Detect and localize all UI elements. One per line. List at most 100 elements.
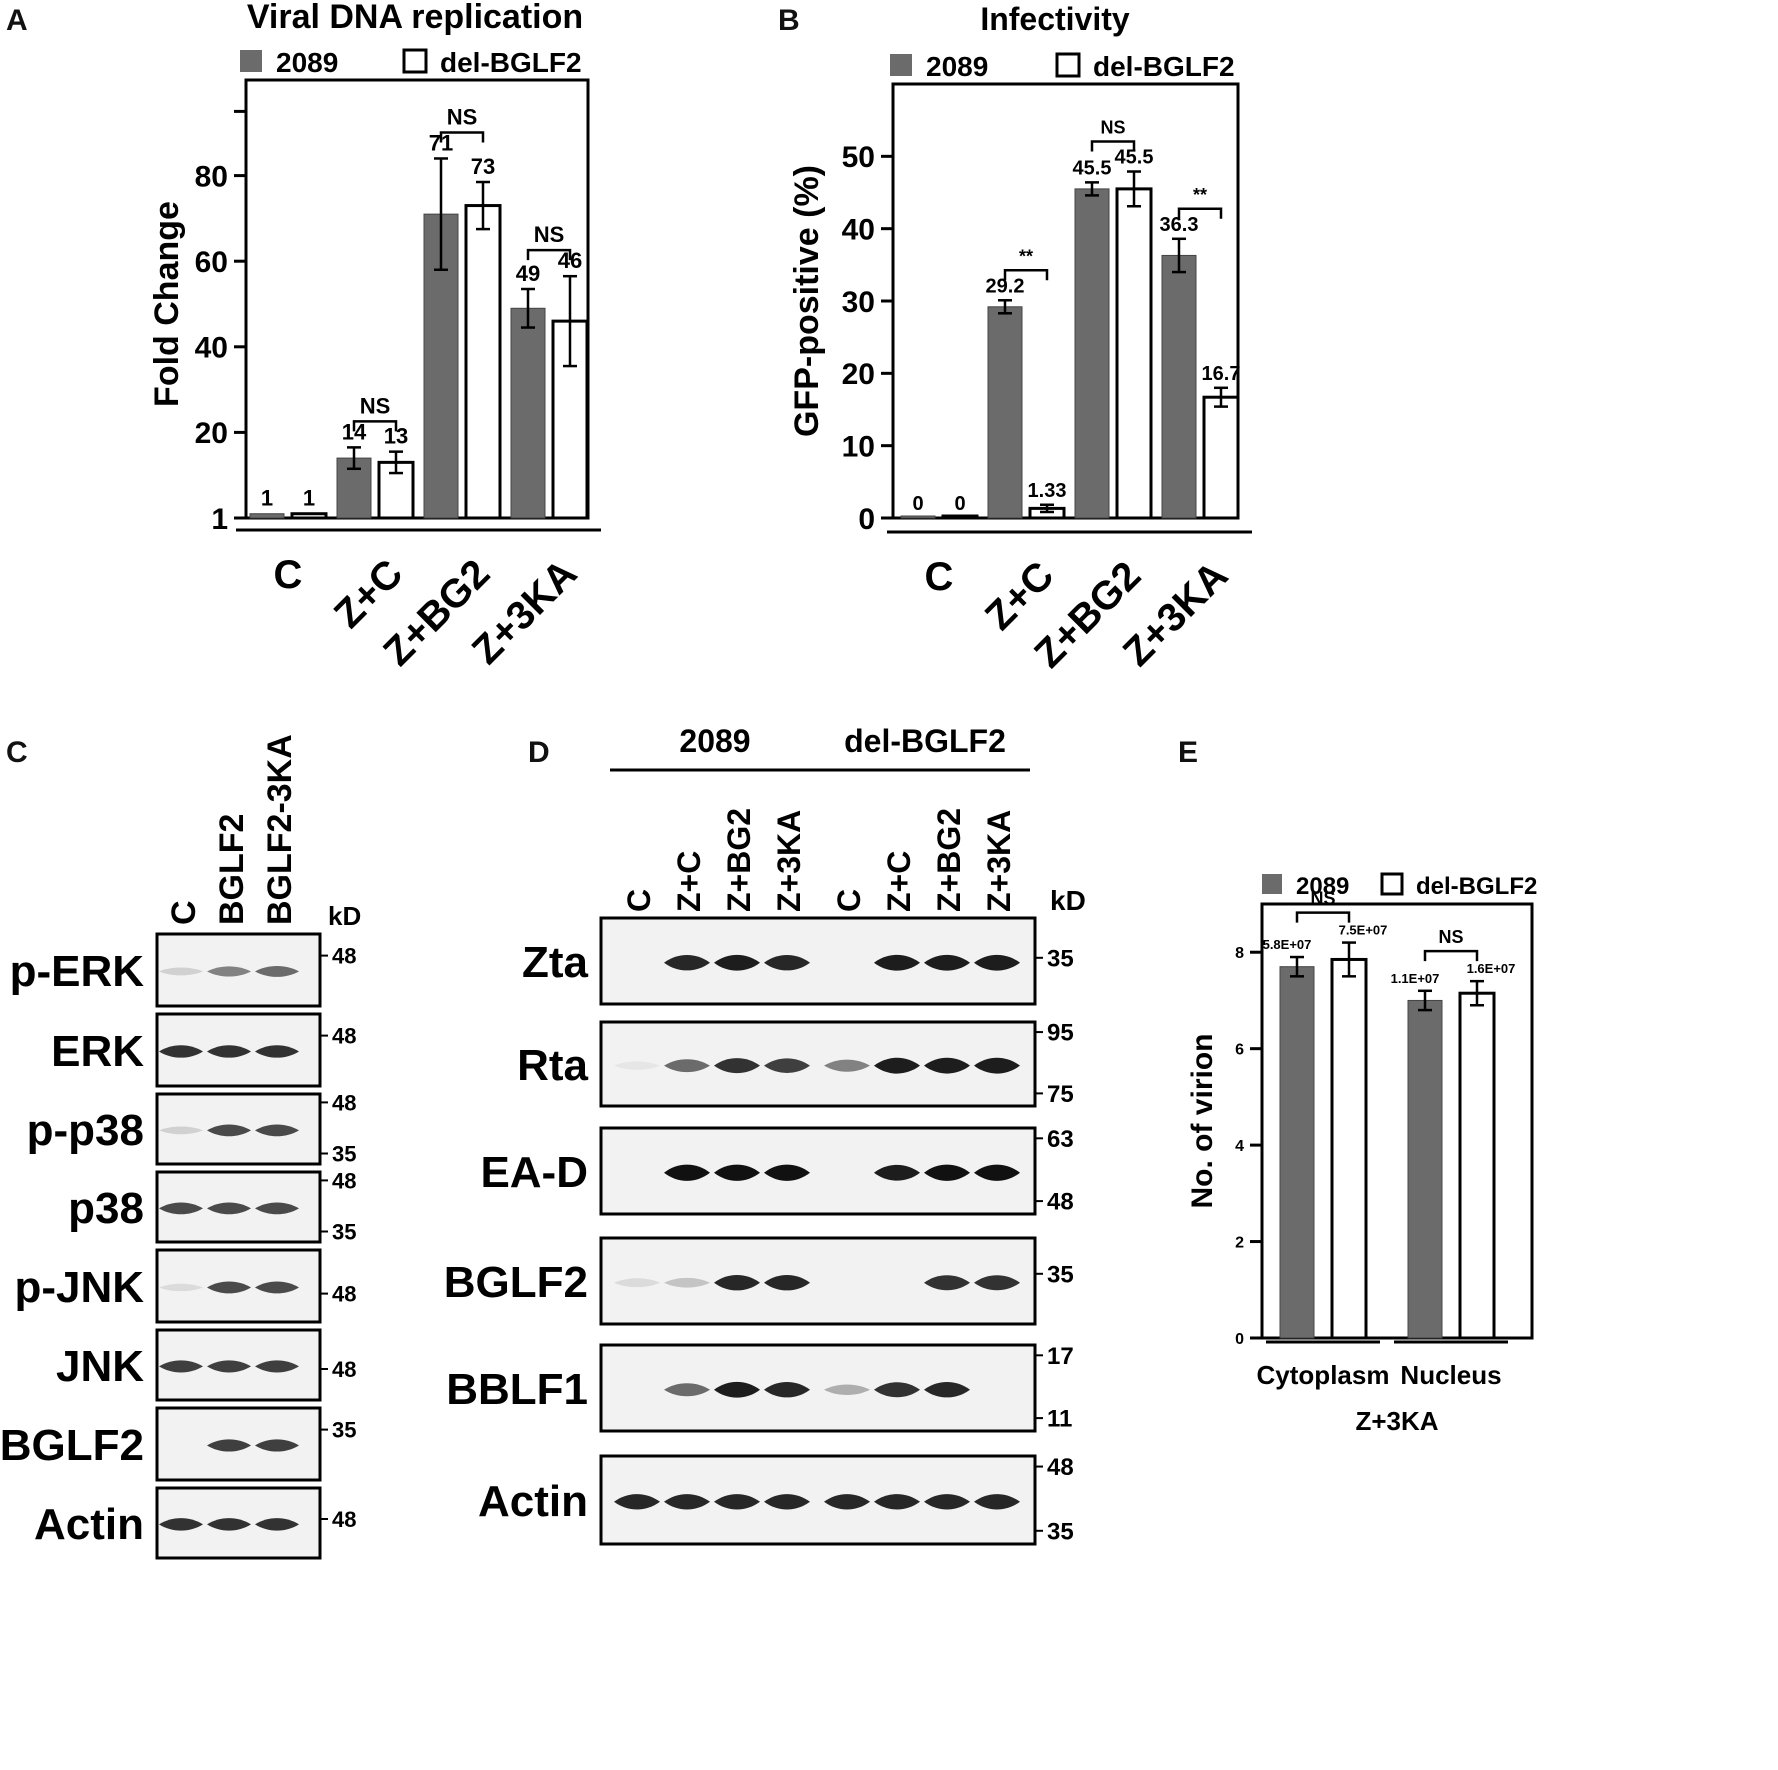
marker-label-d-2-1: 48	[1047, 1189, 1074, 1216]
group-label-d-0: 2089	[679, 723, 750, 759]
legend-swatch-e-1	[1380, 872, 1404, 896]
band-d-5-6	[924, 1494, 970, 1510]
band-c-2-2	[255, 1124, 299, 1137]
legend-label-a-0: 2089	[276, 47, 338, 78]
marker-label-d-4-1: 11	[1047, 1406, 1072, 1433]
y-tick-label-a-2: 40	[195, 332, 228, 365]
data-label-a-0-1: 1	[303, 486, 315, 511]
bar-a-1-0	[336, 457, 372, 519]
row-label-c-2: p-p38	[27, 1106, 144, 1155]
band-d-2-7	[974, 1164, 1020, 1181]
band-d-4-1	[664, 1383, 710, 1397]
y-tick-label-b-4: 40	[842, 213, 875, 246]
data-label-b-0-1: 0	[954, 493, 965, 515]
band-c-6-1	[207, 1439, 251, 1452]
row-label-c-5: JNK	[56, 1342, 144, 1391]
sig-bracket-a-2	[439, 131, 485, 143]
sig-label-e-0: NS	[1310, 889, 1335, 909]
sig-bracket-a-3	[526, 248, 572, 261]
group-label-d-1: del-BGLF2	[844, 723, 1006, 759]
data-label-e-0-0: 5.8E+07	[1263, 937, 1312, 952]
panel-letter-c: C	[6, 736, 28, 769]
data-label-b-3-1: 16.7	[1202, 363, 1241, 385]
y-axis-label-a: Fold Change	[148, 201, 186, 407]
marker-label-c-4-0: 48	[332, 1282, 356, 1307]
band-d-1-0	[614, 1061, 660, 1070]
band-d-2-5	[874, 1164, 920, 1181]
row-label-c-1: ERK	[51, 1027, 144, 1076]
band-d-4-5	[874, 1382, 920, 1398]
band-c-2-0	[159, 1126, 203, 1135]
data-label-a-2-1: 73	[471, 154, 495, 179]
band-d-4-4	[824, 1384, 870, 1395]
band-d-3-6	[924, 1275, 970, 1291]
panel-letter-e: E	[1178, 736, 1199, 769]
y-tick-label-b-3: 30	[842, 286, 875, 319]
marker-label-c-3-1: 35	[332, 1219, 356, 1244]
sig-bracket-b-2	[1090, 140, 1136, 152]
y-axis-label-b: GFP-positive (%)	[788, 165, 826, 437]
band-d-1-1	[664, 1059, 710, 1073]
category-label-e-0: Cytoplasm	[1257, 1360, 1390, 1390]
band-c-7-2	[255, 1518, 299, 1531]
band-d-2-3	[764, 1164, 810, 1181]
sig-bracket-e-1	[1423, 949, 1479, 962]
marker-label-c-2-0: 48	[332, 1090, 356, 1115]
y-tick-label-e-4: 8	[1235, 945, 1244, 962]
bar-e-0-0	[1279, 966, 1315, 1339]
y-axis-label-e: No. of virion	[1186, 1034, 1219, 1209]
band-d-1-5	[874, 1057, 920, 1074]
band-d-4-2	[714, 1381, 760, 1398]
lane-label-d-1: Z+C	[671, 851, 707, 912]
y-tick-label-a-1: 20	[195, 417, 228, 450]
row-label-d-4: BBLF1	[446, 1365, 588, 1414]
marker-label-c-7-0: 48	[332, 1507, 356, 1532]
lane-label-d-0: C	[621, 889, 657, 912]
band-d-0-5	[874, 954, 920, 971]
lane-label-d-5: Z+C	[881, 851, 917, 912]
legend-label-e-0: 2089	[1296, 873, 1349, 900]
data-label-e-0-1: 7.5E+07	[1339, 923, 1388, 938]
band-d-3-1	[664, 1277, 710, 1288]
row-label-c-0: p-ERK	[10, 947, 145, 996]
row-label-d-1: Rta	[517, 1041, 588, 1090]
lane-label-d-3: Z+3KA	[771, 810, 807, 912]
bar-b-3-0	[1161, 254, 1197, 519]
sig-label-a-2: NS	[447, 104, 478, 129]
lane-label-d-4: C	[831, 889, 867, 912]
y-tick-label-a-3: 60	[195, 246, 228, 279]
band-c-0-1	[207, 966, 251, 977]
row-label-c-4: p-JNK	[14, 1263, 144, 1312]
lane-label-d-6: Z+BG2	[931, 808, 967, 912]
panel-letter-d: D	[528, 736, 550, 769]
plot-frame-a	[244, 78, 590, 520]
panel-letter-b: B	[778, 4, 800, 37]
band-c-4-1	[207, 1281, 251, 1294]
chart-title-a: Viral DNA replication	[247, 0, 583, 36]
plot-frame-e	[1260, 902, 1534, 1340]
bar-e-1-1	[1458, 991, 1496, 1340]
data-label-b-1-1: 1.33	[1028, 480, 1067, 502]
band-c-2-1	[207, 1124, 251, 1137]
band-d-5-5	[874, 1494, 920, 1510]
legend-swatch-a-1	[402, 48, 428, 74]
data-label-b-3-0: 36.3	[1160, 214, 1199, 236]
legend-swatch-a-0	[240, 50, 262, 72]
band-c-0-0	[159, 967, 203, 976]
band-c-3-0	[159, 1202, 203, 1215]
y-tick-label-e-2: 4	[1235, 1138, 1244, 1155]
marker-label-d-3-0: 35	[1047, 1261, 1074, 1288]
sig-bracket-e-0	[1295, 911, 1351, 923]
legend-label-e-1: del-BGLF2	[1416, 873, 1537, 900]
kd-unit-c: kD	[328, 901, 361, 931]
band-d-2-1	[664, 1164, 710, 1181]
sig-bracket-a-1	[352, 420, 398, 432]
band-c-6-2	[255, 1439, 299, 1452]
band-d-0-6	[924, 954, 970, 971]
bar-a-3-0	[510, 307, 546, 519]
band-d-3-0	[614, 1278, 660, 1288]
bar-e-1-0	[1407, 999, 1443, 1339]
band-d-2-6	[924, 1164, 970, 1181]
bar-b-3-1	[1202, 395, 1240, 520]
